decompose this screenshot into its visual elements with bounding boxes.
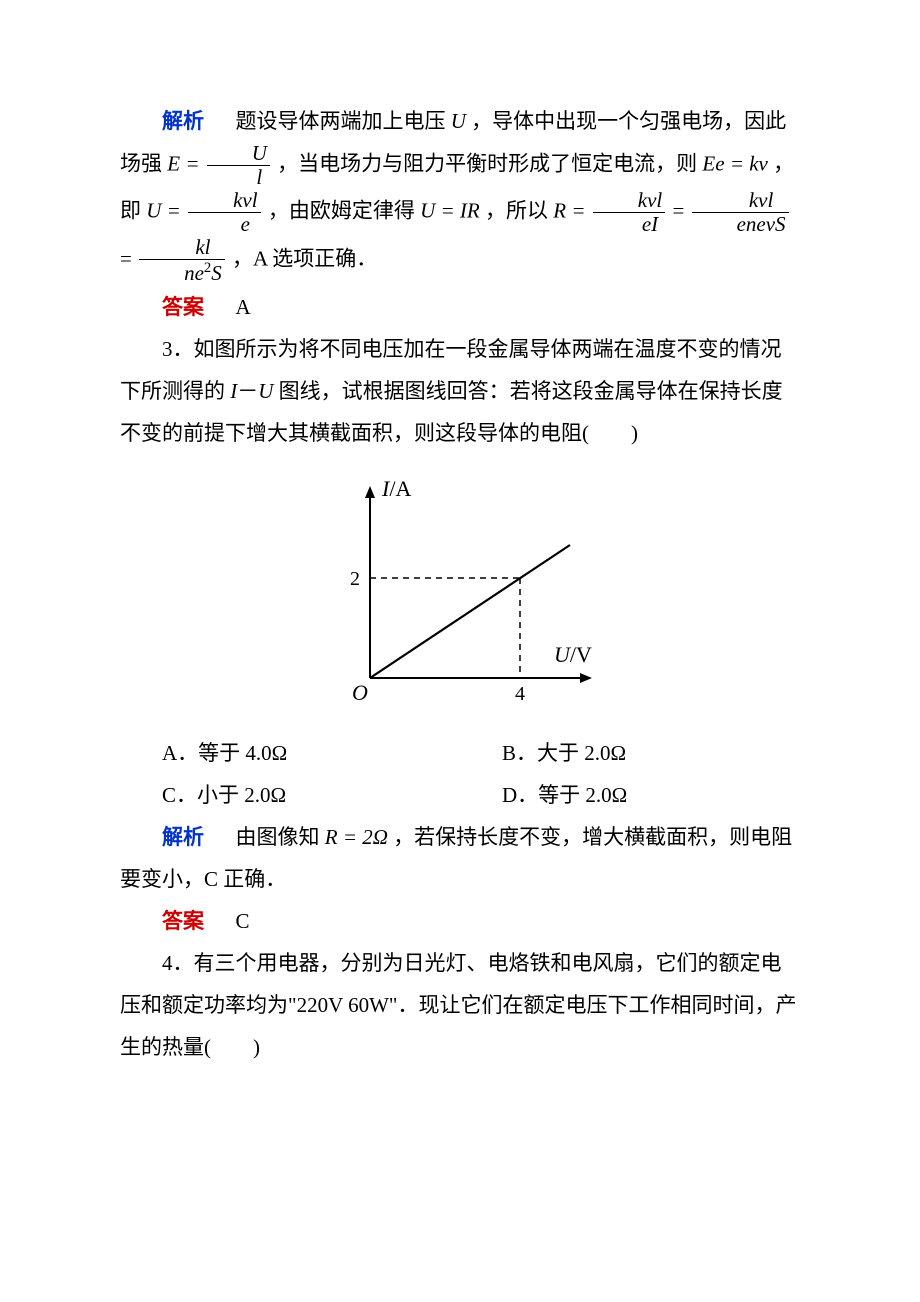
q3-options: A．等于 4.0Ω B．大于 2.0Ω C．小于 2.0Ω D．等于 2.0Ω bbox=[120, 732, 800, 816]
text bbox=[209, 825, 230, 849]
q3-analysis: 解析 由图像知 R = 2Ω ，若保持长度不变，增大横截面积，则电阻要变小，C … bbox=[120, 816, 800, 900]
frac-num: kvl bbox=[692, 189, 789, 213]
svg-text:4: 4 bbox=[515, 683, 525, 705]
answer-label: 答案 bbox=[162, 909, 204, 933]
var-U: U bbox=[258, 379, 273, 403]
svg-text:I/A: I/A bbox=[381, 476, 411, 501]
text bbox=[209, 909, 230, 933]
option-B: B．大于 2.0Ω bbox=[460, 732, 800, 774]
text bbox=[209, 295, 230, 319]
formula-R-2: R = 2Ω bbox=[325, 825, 388, 849]
answer-value: C bbox=[236, 909, 250, 933]
iu-line-chart: I/A U/V O 2 4 bbox=[310, 468, 610, 718]
text: ，由欧姆定律得 bbox=[268, 199, 420, 223]
frac-U-l: U l bbox=[207, 142, 270, 189]
equals: = bbox=[120, 247, 132, 271]
formula-Ee-kv: Ee = kv bbox=[702, 151, 767, 175]
frac-num: U bbox=[207, 142, 270, 166]
svg-text:2: 2 bbox=[350, 568, 360, 590]
text: ，当电场力与阻力平衡时形成了恒定电流，则 bbox=[277, 151, 702, 175]
formula-E: E = bbox=[167, 151, 199, 175]
text: 由图像知 bbox=[236, 825, 325, 849]
frac-den: e bbox=[188, 213, 260, 236]
q-prev-analysis: 解析 题设导体两端加上电压 U ，导体中出现一个匀强电场，因此场强 E = U … bbox=[120, 100, 800, 286]
text: S bbox=[211, 261, 222, 285]
frac-den: eI bbox=[593, 213, 665, 236]
frac-r3: kl ne2S bbox=[139, 236, 225, 285]
frac-r2: kvl enevS bbox=[692, 189, 789, 236]
q3-chart: I/A U/V O 2 4 bbox=[120, 468, 800, 718]
page: 解析 题设导体两端加上电压 U ，导体中出现一个匀强电场，因此场强 E = U … bbox=[0, 0, 920, 1302]
frac-den: ne2S bbox=[139, 260, 225, 285]
q4-number: 4． bbox=[162, 951, 194, 975]
q3-answer: 答案 C bbox=[120, 900, 800, 942]
text: ne bbox=[184, 261, 204, 285]
formula-U-eq: U = bbox=[146, 199, 181, 223]
option-row: C．小于 2.0Ω D．等于 2.0Ω bbox=[120, 774, 800, 816]
frac-num: kvl bbox=[593, 189, 665, 213]
frac-r1: kvl eI bbox=[593, 189, 665, 236]
option-C: C．小于 2.0Ω bbox=[120, 774, 460, 816]
var-U: U bbox=[451, 109, 466, 133]
frac-kvl-e: kvl e bbox=[188, 189, 260, 236]
text: ，所以 bbox=[485, 199, 553, 223]
answer-value: A bbox=[236, 295, 251, 319]
frac-den: enevS bbox=[692, 213, 789, 236]
text bbox=[209, 109, 230, 133]
equals: = bbox=[672, 199, 684, 223]
frac-den: l bbox=[207, 166, 270, 189]
option-row: A．等于 4.0Ω B．大于 2.0Ω bbox=[120, 732, 800, 774]
formula-U-IR: U = IR bbox=[420, 199, 480, 223]
svg-text:U/V: U/V bbox=[554, 642, 592, 667]
q3-number: 3． bbox=[162, 337, 194, 361]
analysis-label: 解析 bbox=[162, 825, 204, 849]
analysis-label: 解析 bbox=[162, 109, 204, 133]
q4-stem: 4．有三个用电器，分别为日光灯、电烙铁和电风扇，它们的额定电压和额定功率均为"2… bbox=[120, 942, 800, 1068]
answer-label: 答案 bbox=[162, 295, 204, 319]
svg-text:O: O bbox=[352, 680, 368, 705]
formula-R-eq: R = bbox=[553, 199, 585, 223]
option-D: D．等于 2.0Ω bbox=[460, 774, 800, 816]
q3-stem: 3．如图所示为将不同电压加在一段金属导体两端在温度不变的情况下所测得的 I－U … bbox=[120, 328, 800, 454]
frac-num: kl bbox=[139, 236, 225, 260]
option-A: A．等于 4.0Ω bbox=[120, 732, 460, 774]
text: ，A 选项正确． bbox=[232, 247, 377, 271]
frac-num: kvl bbox=[188, 189, 260, 213]
text: － bbox=[237, 379, 258, 403]
text: 有三个用电器，分别为日光灯、电烙铁和电风扇，它们的额定电压和额定功率均为"220… bbox=[120, 951, 797, 1059]
text: 题设导体两端加上电压 bbox=[236, 109, 451, 133]
q-prev-answer: 答案 A bbox=[120, 286, 800, 328]
